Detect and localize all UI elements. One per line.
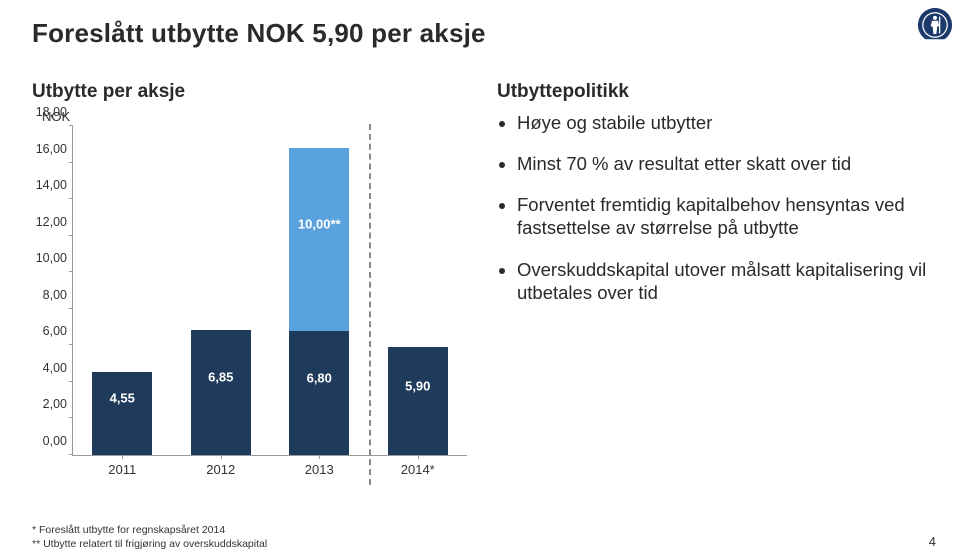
bar-value-label: 6,80 — [289, 370, 349, 385]
page-title: Foreslått utbytte NOK 5,90 per aksje — [32, 18, 928, 49]
footnote-line: ** Utbytte relatert til frigjøring av ov… — [32, 537, 267, 551]
bar-value-label: 10,00** — [289, 217, 349, 232]
y-tick-label: 6,00 — [29, 324, 67, 338]
y-axis-unit: NOK — [42, 109, 467, 124]
y-tick-label: 14,00 — [29, 178, 67, 192]
bar-segment-base — [388, 347, 448, 455]
right-column: Utbyttepolitikk Høye og stabile utbytter… — [497, 81, 928, 456]
bar-segment-extra — [289, 148, 349, 331]
bar-value-label: 4,55 — [92, 391, 152, 406]
x-tick-label: 2014* — [401, 462, 435, 477]
y-tick-label: 8,00 — [29, 288, 67, 302]
dividend-bar-chart: 0,002,004,006,008,0010,0012,0014,0016,00… — [72, 126, 467, 456]
bar-value-label: 5,90 — [388, 379, 448, 394]
y-tick-label: 2,00 — [29, 397, 67, 411]
year-separator-dash — [369, 124, 371, 485]
y-tick-label: 10,00 — [29, 251, 67, 265]
chart-container: 0,00 2,00 4,00 6,00 8,00 10,00 12,00 14,00 16,00… — [32, 126, 467, 456]
policy-bullets: Høye og stabile utbytter Minst 70 % av r… — [497, 111, 928, 304]
bar-value-label: 6,85 — [191, 370, 251, 385]
footnote-line: * Foreslått utbytte for regnskapsåret 20… — [32, 523, 267, 537]
slide: Foreslått utbytte NOK 5,90 per aksje Utb… — [0, 0, 960, 559]
y-tick-label: 12,00 — [29, 215, 67, 229]
bar-segment-base — [289, 331, 349, 455]
x-tick-label: 2011 — [108, 462, 136, 477]
bullet-item: Overskuddskapital utover målsatt kapital… — [517, 258, 928, 304]
company-logo — [916, 6, 954, 44]
bar-segment-base — [191, 330, 251, 455]
content-columns: Utbytte per aksje NOK 0,00 2,00 4,00 6,00 8,… — [32, 81, 928, 456]
x-tick-label: 2013 — [305, 462, 334, 477]
policy-title: Utbyttepolitikk — [497, 81, 928, 103]
y-tick-label: 18,00 — [29, 105, 67, 119]
bullet-item: Forventet fremtidig kapitalbehov hensynt… — [517, 193, 928, 239]
y-tick-label: 16,00 — [29, 142, 67, 156]
footnotes: * Foreslått utbytte for regnskapsåret 20… — [32, 523, 267, 551]
page-number: 4 — [929, 534, 936, 549]
left-column: Utbytte per aksje NOK 0,00 2,00 4,00 6,00 8,… — [32, 81, 467, 456]
bullet-item: Høye og stabile utbytter — [517, 111, 928, 134]
x-tick-label: 2012 — [206, 462, 235, 477]
y-tick-label: 4,00 — [29, 361, 67, 375]
y-tick-label: 0,00 — [29, 434, 67, 448]
chart-title: Utbytte per aksje — [32, 81, 467, 103]
bar-segment-base — [92, 372, 152, 455]
bullet-item: Minst 70 % av resultat etter skatt over … — [517, 152, 928, 175]
